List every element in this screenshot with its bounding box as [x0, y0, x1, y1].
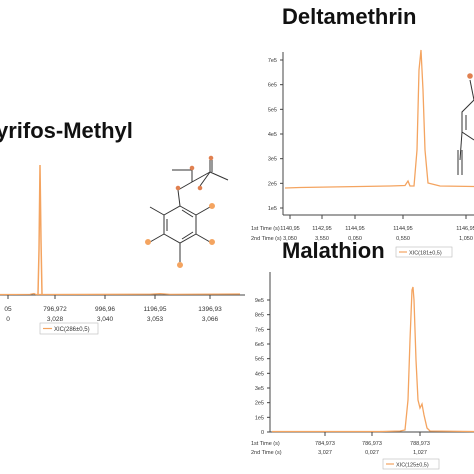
left-x-tick-label-2: 3,028: [47, 316, 64, 323]
delta-xrow2-label: 2nd Time (s): [251, 236, 282, 242]
mal-y-tick-label: 0: [261, 430, 264, 436]
left-legend: XIC(286±0,5): [39, 322, 99, 335]
delta-x-tick-label: 1142,95: [312, 226, 331, 232]
deltamethrin-title: Deltamethrin: [282, 4, 417, 29]
delta-x-tick-label: 1140,95: [280, 226, 299, 232]
mal-x-tick-label-2: 3,027: [318, 450, 332, 456]
delta-legend-label: XIC(181±0,5): [409, 251, 442, 257]
left-x-tick-label-2: 3,040: [97, 316, 114, 323]
delta-x-tick-label: 1144,95: [393, 226, 412, 232]
mal-x-tick-label: 788,973: [410, 441, 430, 447]
delta-x-tick-label-2: 0,050: [348, 236, 362, 242]
mal-y-tick-label: 8e5: [255, 313, 264, 319]
left-x-tick-label: 1196,95: [143, 306, 166, 313]
mal-xrow2-label: 2nd Time (s): [251, 450, 282, 456]
left-x-tick-label: 796,972: [43, 306, 67, 313]
delta-y-tick-label: 7e5: [268, 58, 277, 64]
delta-y-tick-label: 2e5: [268, 181, 277, 187]
delta-x-tick-label-2: 1,050: [459, 236, 473, 242]
mal-legend: XIC(125±0,5): [382, 458, 440, 470]
left-peak: [37, 164, 43, 295]
left-legend-label: XIC(286±0,5): [54, 327, 90, 333]
left-x-tick-label-2: 3,066: [202, 316, 219, 323]
left-x-tick-label: 1396,93: [198, 306, 222, 313]
chlorpyrifos-molecule-structure: [145, 155, 229, 268]
mal-x-tick-label: 786,973: [362, 441, 382, 447]
delta-y-tick-label: 5e5: [268, 107, 277, 113]
deltamethrin-molecule-structure: [457, 73, 474, 175]
malathion-title: Malathion: [282, 238, 385, 263]
mal-x-tick-label-2: 0,027: [365, 450, 379, 456]
mal-y-tick-label: 2e5: [255, 401, 264, 407]
delta-x-tick-label-2: 3,550: [315, 236, 329, 242]
delta-xrow1-label: 1st Time (s): [251, 226, 280, 232]
mal-legend-label: XIC(125±0,5): [396, 463, 429, 469]
mal-y-tick-label: 9e5: [255, 298, 264, 304]
mal-y-tick-label: 7e5: [255, 327, 264, 333]
mal-x-tick-label-2: 1,027: [413, 450, 427, 456]
left-x-tick-label: 996,96: [95, 306, 115, 313]
delta-x-tick-label: 1144,95: [345, 226, 364, 232]
mal-y-tick-label: 6e5: [255, 342, 264, 348]
left-x-tick-label: 05: [4, 306, 12, 313]
mal-xrow1-label: 1st Time (s): [251, 441, 280, 447]
mal-trace: [272, 286, 474, 433]
mal-y-tick-label: 3e5: [255, 386, 264, 392]
delta-y-tick-label: 1e5: [268, 206, 277, 212]
left-x-tick-label-2: 0: [6, 316, 10, 323]
delta-y-tick-label: 6e5: [268, 83, 277, 89]
delta-trace: [284, 49, 474, 189]
mal-x-tick-label: 784,973: [315, 441, 335, 447]
delta-y-tick-label: 3e5: [268, 157, 277, 163]
left-x-tick-label-2: 3,053: [147, 316, 164, 323]
delta-x-tick-label-2: 0,550: [396, 236, 410, 242]
delta-x-tick-label: 1146,95: [456, 226, 474, 232]
mal-y-tick-label: 1e5: [255, 415, 264, 421]
delta-y-tick-label: 4e5: [268, 132, 277, 138]
left-baseline-noise: [0, 292, 241, 296]
delta-legend: XIC(181±0,5): [395, 246, 453, 258]
mal-y-tick-label: 5e5: [255, 357, 264, 363]
delta-x-tick-label-2: 3,050: [283, 236, 297, 242]
chlorpyrifos-title: yrifos-Methyl: [0, 118, 133, 143]
mal-y-tick-label: 4e5: [255, 371, 264, 377]
